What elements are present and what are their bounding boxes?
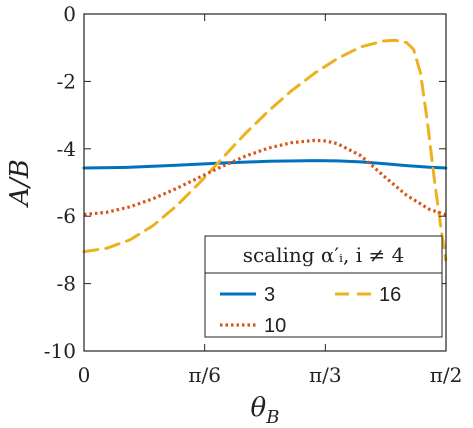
tick-layer: 0 π/6 π/3 π/2 0 -2 -4 -6 -8 -10 <box>44 2 463 387</box>
x-tick-label: π/6 <box>188 363 221 387</box>
y-tick-label: -6 <box>57 204 76 228</box>
x-tick-label: 0 <box>78 363 91 387</box>
legend-item-3: 3 <box>220 284 275 306</box>
x-axis-label: θB <box>251 393 280 428</box>
series-line-16 <box>82 38 448 262</box>
legend-label: 10 <box>264 315 286 337</box>
plot-frame <box>83 13 447 352</box>
y-tick-label: -4 <box>57 137 76 161</box>
legend-box <box>204 235 443 338</box>
x-tick-label: π/2 <box>430 363 463 387</box>
series-line-10 <box>83 138 447 217</box>
series-layer <box>82 38 448 262</box>
x-axis-label-main: θ <box>251 393 267 423</box>
legend-item-16: 16 <box>335 284 401 306</box>
series-line-3 <box>82 159 448 170</box>
legend: scaling α′ᵢ, i ≠ 4 3 16 10 <box>204 235 443 338</box>
legend-item-10: 10 <box>220 315 286 337</box>
y-axis-label: A/B <box>5 159 35 208</box>
legend-label: 3 <box>264 284 275 306</box>
legend-title: scaling α′ᵢ, i ≠ 4 <box>243 243 405 267</box>
x-axis-label-sub: B <box>265 407 279 428</box>
y-tick-label: -8 <box>57 272 76 296</box>
legend-items: 3 16 10 <box>220 284 401 337</box>
y-tick-label: 0 <box>63 2 76 26</box>
y-tick-label: -2 <box>57 69 76 93</box>
legend-label: 16 <box>379 284 401 306</box>
x-tick-label: π/3 <box>309 363 342 387</box>
y-tick-label: -10 <box>44 339 76 363</box>
